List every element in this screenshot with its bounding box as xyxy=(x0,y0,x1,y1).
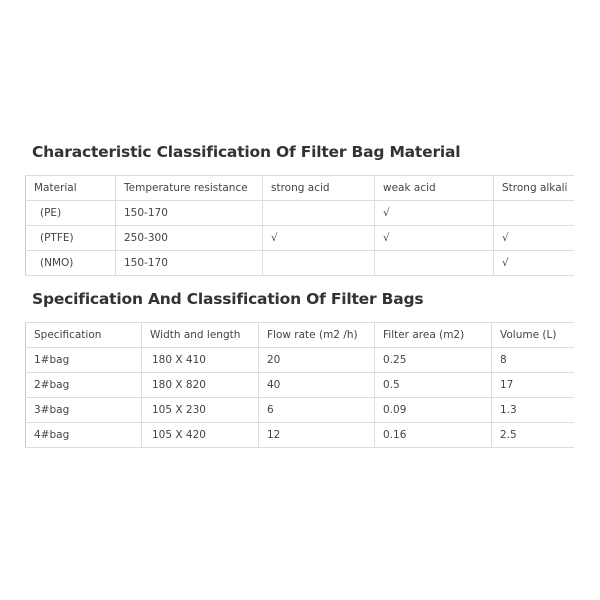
material-table: Material Temperature resistance strong aci… xyxy=(25,175,574,276)
table-cell: (NMO) xyxy=(25,250,116,276)
section-title: Specification And Classification Of Filt… xyxy=(32,290,424,308)
table-cell: 0.25 xyxy=(374,347,492,373)
table-cell: √ xyxy=(493,225,574,251)
table-cell: 250-300 xyxy=(115,225,263,251)
header-cell: Material xyxy=(25,175,116,201)
table-cell: 20 xyxy=(258,347,375,373)
table-cell: √ xyxy=(493,250,574,276)
table-row: (PTFE) 250-300 √ √ √ xyxy=(25,225,574,251)
table-cell: √ xyxy=(374,225,494,251)
table-cell: 105 X 230 xyxy=(141,397,259,423)
table-cell: 8 xyxy=(491,347,574,373)
table-cell: 6 xyxy=(258,397,375,423)
table-cell: 0.16 xyxy=(374,422,492,448)
header-cell: Filter area (m2) xyxy=(374,322,492,348)
header-row: Material Temperature resistance strong aci… xyxy=(25,175,574,201)
header-cell: Volume (L) xyxy=(491,322,574,348)
table-row: 3#bag 105 X 230 6 0.09 1.3 xyxy=(25,397,574,423)
table-cell: 3#bag xyxy=(25,397,142,423)
table-cell: √ xyxy=(374,200,494,226)
header-cell: Temperature resistance xyxy=(115,175,263,201)
table-row: 2#bag 180 X 820 40 0.5 17 xyxy=(25,372,574,398)
table-cell: 2#bag xyxy=(25,372,142,398)
header-cell: Specification xyxy=(25,322,142,348)
table-cell: 0.09 xyxy=(374,397,492,423)
header-cell: Flow rate (m2 /h) xyxy=(258,322,375,348)
table-cell: √ xyxy=(262,225,375,251)
table-cell: 150-170 xyxy=(115,250,263,276)
table-cell: 1.3 xyxy=(491,397,574,423)
table-cell: 2.5 xyxy=(491,422,574,448)
table-cell: 180 X 820 xyxy=(141,372,259,398)
table-cell xyxy=(262,200,375,226)
table-row: (NMO) 150-170 √ xyxy=(25,250,574,276)
table-cell: 0.5 xyxy=(374,372,492,398)
table-cell: 12 xyxy=(258,422,375,448)
table-cell: (PE) xyxy=(25,200,116,226)
table-row: 1#bag 180 X 410 20 0.25 8 xyxy=(25,347,574,373)
table-cell: 105 X 420 xyxy=(141,422,259,448)
table-cell xyxy=(374,250,494,276)
table-cell: 17 xyxy=(491,372,574,398)
header-cell: strong acid xyxy=(262,175,375,201)
header-cell: weak acid xyxy=(374,175,494,201)
table-cell: 4#bag xyxy=(25,422,142,448)
table-cell xyxy=(262,250,375,276)
table-row: 4#bag 105 X 420 12 0.16 2.5 xyxy=(25,422,574,448)
section-title: Characteristic Classification Of Filter … xyxy=(32,143,461,161)
table-cell: 1#bag xyxy=(25,347,142,373)
table-cell: 150-170 xyxy=(115,200,263,226)
specification-table: Specification Width and length Flow rate (… xyxy=(25,322,574,448)
table-cell: (PTFE) xyxy=(25,225,116,251)
table-cell: 180 X 410 xyxy=(141,347,259,373)
header-cell: Width and length xyxy=(141,322,259,348)
header-cell: Strong alkali xyxy=(493,175,574,201)
header-row: Specification Width and length Flow rate (… xyxy=(25,322,574,348)
table-cell: 40 xyxy=(258,372,375,398)
table-cell xyxy=(493,200,574,226)
table-row: (PE) 150-170 √ xyxy=(25,200,574,226)
